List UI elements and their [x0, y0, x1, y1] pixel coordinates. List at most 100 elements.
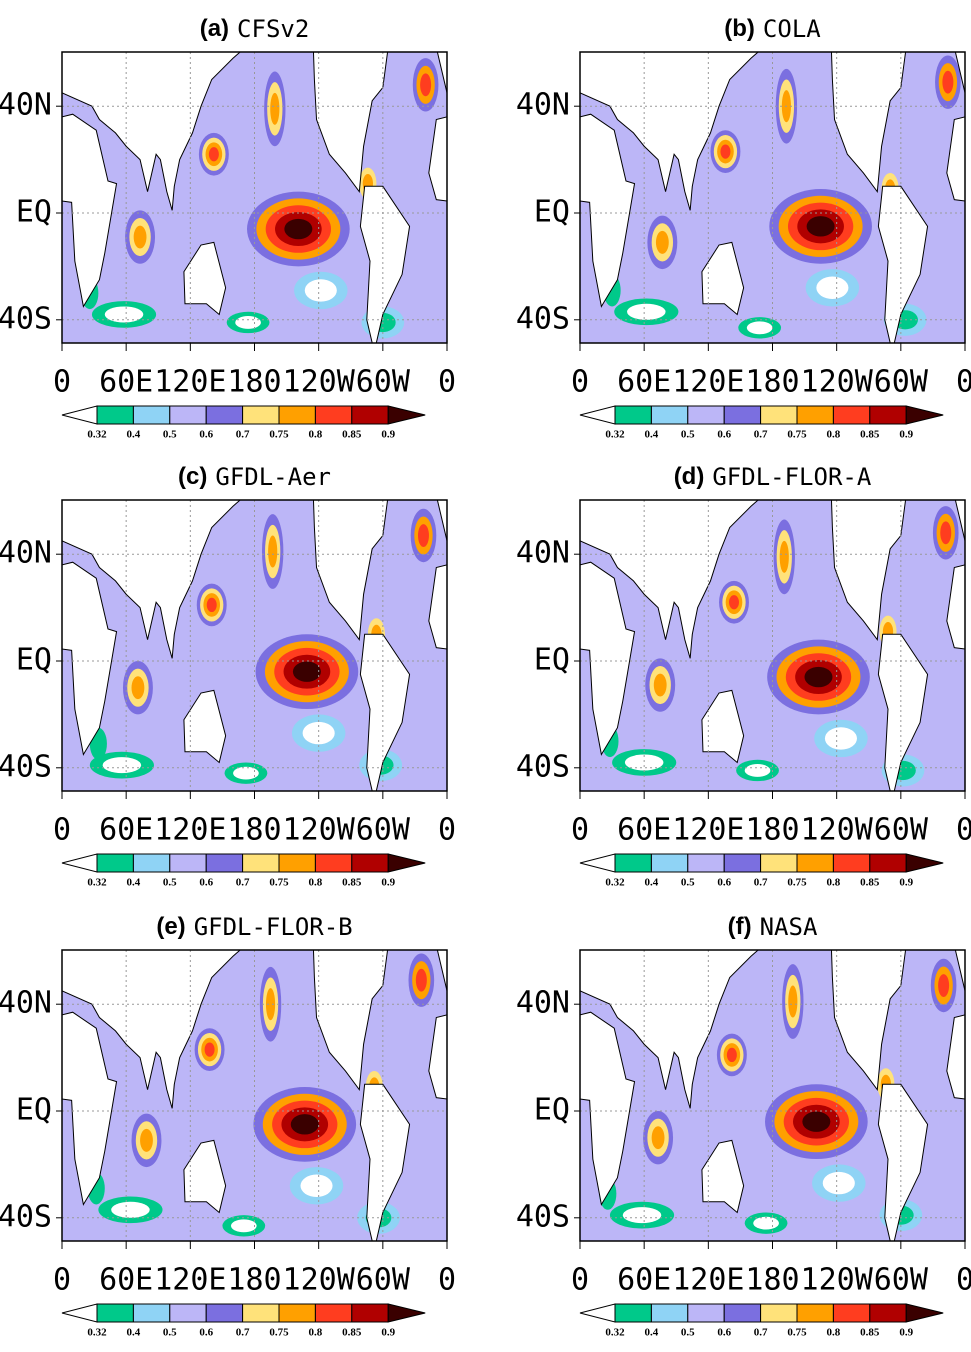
y-tick-label: 40S: [0, 1199, 52, 1234]
colorbar-label: 0.9: [899, 877, 913, 889]
land: [701, 689, 745, 764]
colorbar-box: [278, 405, 316, 425]
land: [830, 52, 907, 193]
colorbar-label: 0.4: [127, 1327, 141, 1339]
colorbar-box: [169, 853, 207, 873]
map-field: [580, 950, 965, 1241]
colorbar-box: [242, 1303, 280, 1323]
contour-patch: [940, 521, 952, 545]
land: [580, 113, 636, 308]
contour-patch: [235, 316, 261, 329]
colorbar-box: [314, 405, 353, 425]
panel-title: (e) GFDL-FLOR-B: [156, 913, 352, 941]
contour-patch: [824, 727, 857, 750]
colorbar-box: [723, 405, 762, 425]
x-tick-label: 180: [227, 1263, 281, 1298]
contour-patch: [729, 595, 739, 610]
contour-patch: [822, 1171, 855, 1195]
y-tick-label: 40N: [0, 88, 52, 123]
y-tick-label: 40S: [516, 301, 570, 336]
contour-patch: [942, 70, 954, 94]
x-tick-label: 0: [956, 1263, 971, 1298]
land: [183, 1139, 227, 1214]
colorbar-box: [278, 853, 316, 873]
panel-title: (d) GFDL-FLOR-A: [674, 463, 872, 491]
contour-patch: [415, 968, 427, 992]
panel-label: (d): [674, 463, 705, 490]
contour-patch: [744, 764, 771, 777]
colorbar-label: 0.8: [827, 1327, 841, 1339]
x-tick-label: 0: [53, 365, 71, 400]
colorbar-label: 0.4: [127, 429, 141, 441]
colorbar-label: 0.7: [236, 429, 250, 441]
colorbar-label: 0.8: [827, 429, 841, 441]
x-tick-label: 180: [745, 1263, 799, 1298]
contour-patch: [653, 673, 667, 697]
colorbar-box: [351, 853, 389, 873]
land: [62, 500, 241, 659]
colorbar-label: 0.6: [717, 1327, 731, 1339]
colorbar-under: [579, 853, 616, 873]
colorbar-box: [96, 853, 134, 873]
colorbar-label: 0.32: [605, 429, 625, 441]
panel-title: (f) NASA: [728, 913, 818, 941]
land: [954, 52, 965, 94]
colorbar-label: 0.6: [199, 1327, 213, 1339]
colorbar-over: [905, 405, 944, 425]
contour-patch: [102, 757, 142, 774]
colorbar-over: [905, 853, 944, 873]
colorbar-box: [314, 853, 353, 873]
land: [183, 689, 227, 764]
x-tick-label: 60W: [874, 365, 929, 400]
y-tick-label: 40S: [516, 749, 570, 784]
contour-patch: [622, 1207, 662, 1224]
colorbar-box: [869, 405, 907, 425]
y-tick-label: 40S: [0, 301, 52, 336]
y-tick-label: 40S: [516, 1199, 570, 1234]
colorbar-over: [905, 1303, 944, 1323]
x-tick-label: 60W: [356, 365, 411, 400]
land: [701, 241, 745, 316]
contour-patch: [204, 1042, 215, 1057]
x-tick-label: 0: [571, 813, 589, 848]
panel-label: (c): [178, 463, 207, 490]
land: [359, 185, 411, 343]
land: [436, 950, 447, 992]
colorbar-box: [650, 405, 689, 425]
colorbar-label: 0.6: [199, 877, 213, 889]
contour-patch: [753, 1216, 779, 1230]
land: [436, 500, 447, 542]
colorbar-label: 0.75: [787, 429, 807, 441]
colorbar-label: 0.4: [645, 877, 659, 889]
x-tick-label: 180: [227, 365, 281, 400]
colorbar-label: 0.85: [342, 1327, 362, 1339]
contour-patch: [420, 73, 432, 97]
contour-patch: [300, 1174, 333, 1197]
panel-name: COLA: [763, 15, 821, 43]
colorbar-label: 0.9: [381, 429, 395, 441]
map-field: [62, 950, 447, 1241]
contour-patch: [104, 306, 144, 323]
colorbar-over: [387, 1303, 426, 1323]
colorbar-label: 0.5: [681, 877, 695, 889]
land: [62, 1011, 118, 1206]
colorbar-box: [687, 853, 725, 873]
contour-patch: [268, 535, 278, 568]
contour-patch: [804, 666, 833, 688]
contour-patch: [651, 1126, 665, 1150]
panel-label: (b): [724, 15, 755, 42]
land: [877, 185, 929, 343]
colorbar-label: 0.4: [645, 1327, 659, 1339]
colorbar-under: [61, 405, 98, 425]
contour-patch: [284, 218, 313, 240]
land: [830, 950, 907, 1091]
colorbar-label: 0.7: [754, 877, 768, 889]
x-tick-label: 0: [571, 365, 589, 400]
land: [62, 950, 241, 1109]
colorbar-label: 0.9: [381, 877, 395, 889]
x-tick-label: 0: [438, 813, 456, 848]
colorbar-label: 0.6: [199, 429, 213, 441]
